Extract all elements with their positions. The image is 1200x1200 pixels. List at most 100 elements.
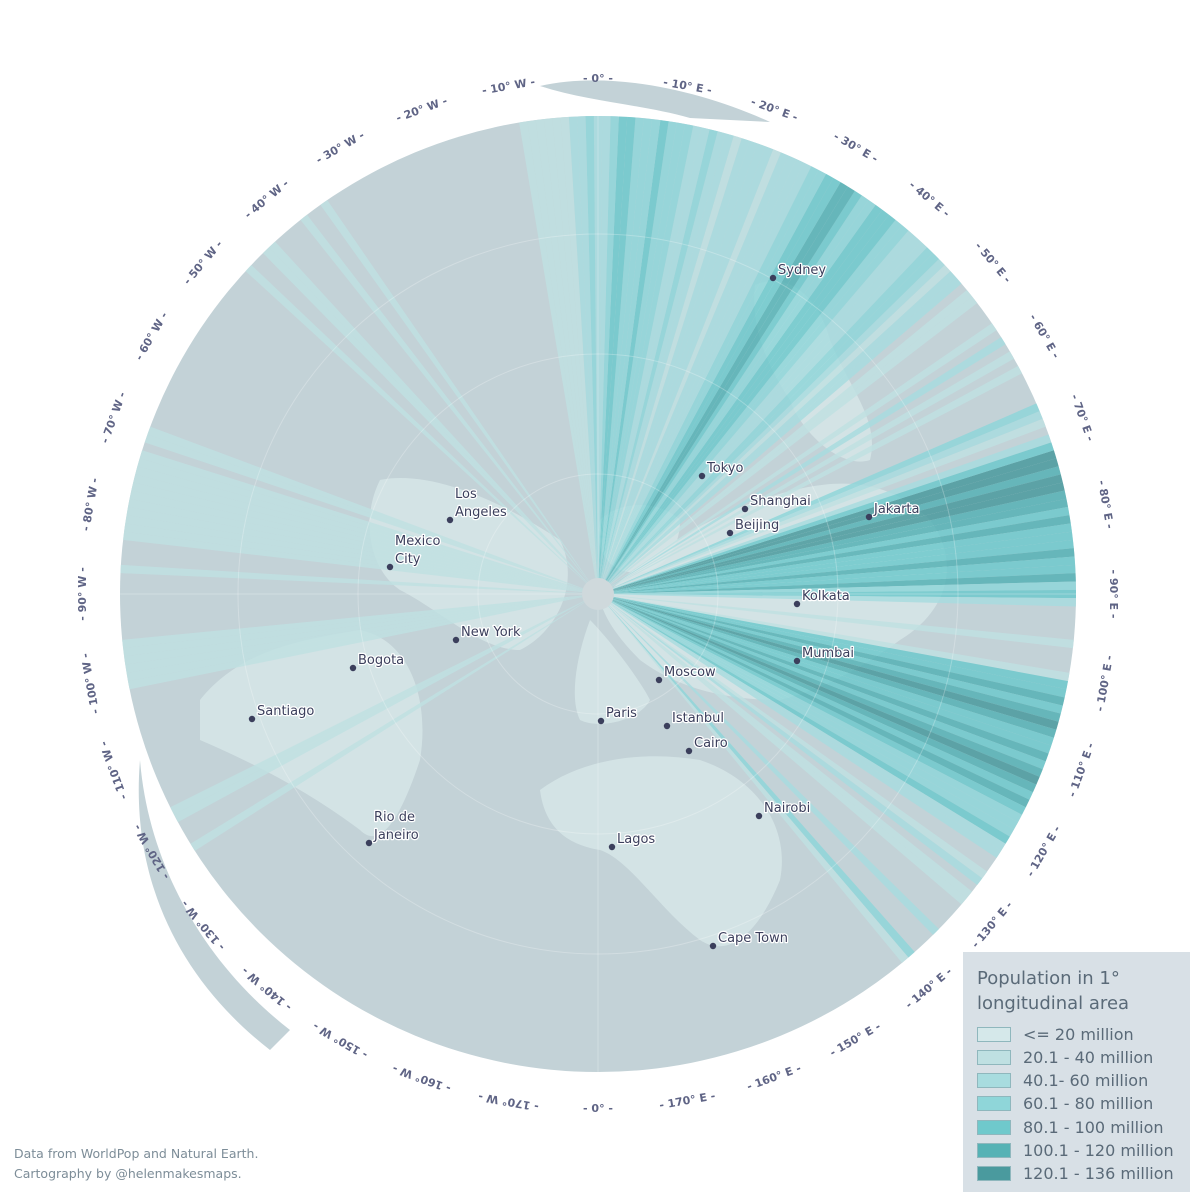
city-dot <box>793 657 801 665</box>
city-label: Istanbul <box>672 711 724 726</box>
city-lagos: Lagos <box>608 831 657 851</box>
city-dot <box>597 717 605 725</box>
city-label: Los <box>455 487 477 502</box>
population-band <box>608 598 1037 793</box>
longitude-tick-label: - 60° W - <box>133 310 171 363</box>
longitude-tick-label: - 160° W - <box>391 1062 453 1095</box>
population-band <box>609 515 1071 593</box>
population-band <box>129 490 587 592</box>
population-band <box>601 140 758 583</box>
longitude-tick-label: - 0° - <box>583 1102 613 1115</box>
population-band <box>609 589 1076 599</box>
legend-swatch <box>977 1026 1011 1042</box>
population-band <box>609 418 1046 590</box>
longitude-tick-label: - 50° E - <box>972 240 1013 286</box>
legend-swatch <box>977 1049 1011 1065</box>
city-dot <box>349 664 357 672</box>
city-dot <box>685 747 693 755</box>
city-dot <box>452 636 460 644</box>
population-band <box>609 482 1065 592</box>
graticule-ring <box>237 233 959 955</box>
legend-label: 80.1 - 100 million <box>1023 1117 1164 1137</box>
population-band <box>609 466 1061 591</box>
population-band <box>603 173 834 584</box>
city-santiago: Santiago <box>248 703 316 723</box>
population-band <box>606 247 934 586</box>
population-band <box>602 146 774 583</box>
population-band <box>598 116 628 583</box>
population-band <box>126 506 587 593</box>
population-band <box>609 595 1070 682</box>
city-dot <box>386 563 394 571</box>
population-band <box>609 596 1067 698</box>
population-band <box>190 600 588 851</box>
population-band <box>609 581 1076 594</box>
longitude-tick-label: - 50° W - <box>181 238 225 287</box>
city-label: Sydney <box>778 263 826 278</box>
graticule-ring <box>357 353 839 835</box>
credit-cartography: Cartography by @helenmakesmaps. <box>14 1166 242 1181</box>
north-pole-cap <box>582 578 614 610</box>
population-band <box>608 598 1033 800</box>
population-band <box>585 116 598 583</box>
population-band <box>609 597 1059 730</box>
population-band <box>123 531 587 593</box>
population-band <box>604 186 855 584</box>
population-band <box>605 225 909 585</box>
city-label: Lagos <box>617 832 655 847</box>
city-label: Cairo <box>694 736 728 751</box>
longitude-tick-label: - 90° W - <box>76 567 89 621</box>
legend-row: <= 20 million <box>977 1024 1134 1044</box>
population-band <box>609 597 1057 738</box>
legend-label: 120.1 - 136 million <box>1023 1164 1174 1184</box>
city-label: Moscow <box>664 665 716 680</box>
city-dot <box>663 722 671 730</box>
city-rio-de-janeiro: Rio de Janeiro <box>365 809 420 847</box>
population-band <box>609 539 1074 593</box>
city-label: City <box>395 552 421 567</box>
population-band <box>527 120 597 583</box>
population-band <box>605 209 889 585</box>
longitude-tick-label: - 80° E - <box>1095 479 1116 529</box>
population-band <box>608 365 1022 589</box>
population-band <box>609 597 1052 754</box>
population-band <box>120 564 587 594</box>
longitude-tick-label: - 80° W - <box>79 477 101 532</box>
city-dot <box>698 472 706 480</box>
city-label: Jakarta <box>873 502 919 517</box>
population-band <box>174 599 588 823</box>
population-band <box>124 595 587 665</box>
longitude-tick-label: - 60° E - <box>1027 312 1063 361</box>
city-mexico-city: Mexico City <box>386 533 442 571</box>
legend-title-line1: Population in 1° <box>977 968 1120 989</box>
city-markers: Sydney Tokyo Shanghai Beijing Jakarta Kolkata… <box>248 262 921 950</box>
population-band <box>608 600 1010 844</box>
land-africa <box>540 756 782 947</box>
brush-edge-top <box>540 80 770 122</box>
population-band <box>599 119 661 583</box>
population-band <box>600 129 718 583</box>
population-band <box>609 523 1072 593</box>
population-band <box>608 599 1015 837</box>
longitude-tick-label: - 30° W - <box>314 129 367 167</box>
city-dot <box>365 839 373 847</box>
legend-row: 60.1 - 80 million <box>977 1094 1153 1114</box>
population-band <box>609 458 1059 591</box>
city-label: Cape Town <box>718 931 788 946</box>
longitude-tick-label: - 40° E - <box>906 178 952 219</box>
city-label: New York <box>461 625 521 640</box>
population-band <box>603 177 841 584</box>
city-dot <box>709 942 717 950</box>
population-band <box>577 116 598 583</box>
population-band <box>600 124 694 583</box>
population-band <box>268 241 590 586</box>
legend-swatch <box>977 1166 1011 1182</box>
population-band <box>607 289 973 587</box>
population-band <box>599 122 686 583</box>
longitude-tick-label: - 160° E - <box>745 1062 803 1094</box>
population-band <box>606 264 951 586</box>
city-cape-town: Cape Town <box>709 930 789 950</box>
city-new-york: New York <box>452 624 522 644</box>
population-band <box>300 214 591 585</box>
